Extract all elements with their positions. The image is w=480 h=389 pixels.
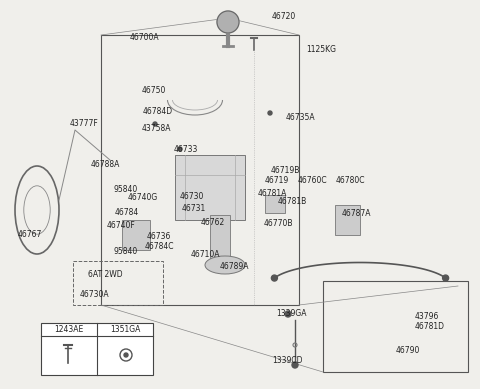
- Text: 95840: 95840: [113, 247, 137, 256]
- Text: 43758A: 43758A: [142, 124, 171, 133]
- Text: 46700A: 46700A: [130, 33, 160, 42]
- Bar: [335, 205, 360, 235]
- Text: 46767: 46767: [18, 230, 42, 239]
- Text: 46719B: 46719B: [271, 166, 300, 175]
- Text: 46770B: 46770B: [264, 219, 293, 228]
- Text: 46750: 46750: [142, 86, 167, 95]
- Circle shape: [285, 311, 291, 317]
- Circle shape: [271, 275, 277, 281]
- Bar: [210, 215, 230, 260]
- Text: 1243AE: 1243AE: [54, 325, 84, 334]
- Text: 46784D: 46784D: [143, 107, 173, 116]
- Text: 46731: 46731: [182, 204, 206, 213]
- Text: 46735A: 46735A: [286, 113, 316, 122]
- Bar: [175, 155, 245, 220]
- Bar: [41, 323, 153, 375]
- Circle shape: [153, 122, 157, 126]
- Text: 46733: 46733: [174, 145, 198, 154]
- Text: 46736: 46736: [147, 232, 171, 241]
- Text: 1351GA: 1351GA: [110, 325, 140, 334]
- Text: 46781B: 46781B: [278, 197, 307, 206]
- Text: 1339CD: 1339CD: [272, 356, 302, 365]
- Text: 46719: 46719: [265, 176, 289, 185]
- Circle shape: [124, 353, 128, 357]
- Text: 46781D: 46781D: [415, 322, 445, 331]
- Text: 46784: 46784: [115, 208, 139, 217]
- Text: 46789A: 46789A: [220, 262, 250, 271]
- Circle shape: [178, 147, 182, 151]
- Circle shape: [268, 111, 272, 115]
- Text: 46781A: 46781A: [258, 189, 288, 198]
- Text: 46730A: 46730A: [80, 290, 109, 299]
- Text: 1125KG: 1125KG: [306, 45, 336, 54]
- Text: 46720: 46720: [272, 12, 296, 21]
- Text: 46784C: 46784C: [145, 242, 175, 251]
- Text: 46788A: 46788A: [91, 160, 120, 169]
- Bar: [122, 220, 150, 250]
- Text: 46787A: 46787A: [342, 209, 372, 218]
- Circle shape: [292, 362, 298, 368]
- Text: 43796: 43796: [415, 312, 439, 321]
- Bar: [265, 195, 285, 213]
- Text: 1339GA: 1339GA: [276, 309, 307, 318]
- Text: 46730: 46730: [180, 192, 204, 201]
- Text: 46740F: 46740F: [107, 221, 136, 230]
- Text: 43777F: 43777F: [70, 119, 99, 128]
- Text: 46780C: 46780C: [336, 176, 365, 185]
- Text: 95840: 95840: [113, 185, 137, 194]
- Text: 46790: 46790: [396, 346, 420, 355]
- Text: 6AT 2WD: 6AT 2WD: [88, 270, 122, 279]
- Text: 46710A: 46710A: [191, 250, 220, 259]
- Ellipse shape: [205, 256, 245, 274]
- Bar: [73, 261, 163, 305]
- Text: 46740G: 46740G: [128, 193, 158, 202]
- Circle shape: [443, 275, 449, 281]
- Bar: [101, 35, 299, 305]
- Text: 46762: 46762: [201, 218, 225, 227]
- Bar: [323, 281, 468, 372]
- Text: 46760C: 46760C: [298, 176, 328, 185]
- Circle shape: [217, 11, 239, 33]
